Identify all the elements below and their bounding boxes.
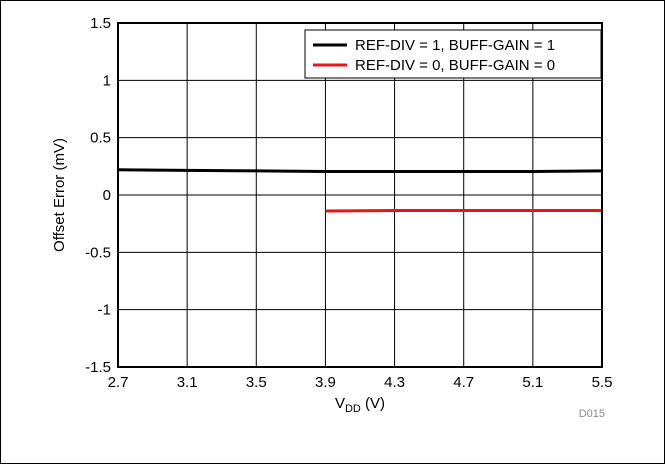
x-tick-label: 5.5	[592, 374, 613, 391]
x-tick-labels: 2.7 3.1 3.5 3.9 4.3 4.7 5.1 5.5	[108, 374, 613, 391]
series-layer	[117, 168, 603, 213]
x-axis-label-unit: (V)	[361, 395, 385, 412]
y-tick-label: -1	[98, 302, 111, 319]
y-tick-label: 0	[103, 187, 111, 204]
legend-box	[304, 29, 602, 79]
y-tick-label: 0.5	[90, 130, 111, 147]
y-tick-label: 1.5	[90, 15, 111, 32]
x-axis-label-main: V	[335, 395, 345, 412]
y-tick-label: -1.5	[85, 359, 111, 376]
figure-id-annotation: D015	[579, 408, 605, 420]
y-tick-labels: 1.5 1 0.5 0 -0.5 -1 -1.5	[85, 15, 111, 376]
x-tick-label: 4.3	[384, 374, 405, 391]
legend: REF-DIV = 1, BUFF-GAIN = 1 REF-DIV = 0, B…	[304, 29, 602, 79]
x-tick-label: 3.5	[246, 374, 267, 391]
y-tick-label: -0.5	[85, 244, 111, 261]
series-line	[117, 168, 603, 173]
y-axis-label: Offset Error (mV)	[51, 138, 68, 252]
x-tick-label: 5.1	[522, 374, 543, 391]
x-tick-label: 4.7	[453, 374, 474, 391]
x-axis-label: VDD (V)	[335, 395, 385, 415]
legend-label: REF-DIV = 0, BUFF-GAIN = 0	[355, 57, 555, 74]
grid-lines	[118, 23, 602, 367]
x-tick-label: 3.9	[315, 374, 336, 391]
legend-label: REF-DIV = 1, BUFF-GAIN = 1	[355, 37, 555, 54]
series-line	[325, 208, 602, 213]
x-tick-label: 3.1	[177, 374, 198, 391]
plot-area-border	[117, 22, 603, 368]
x-axis-label-subscript: DD	[345, 403, 361, 415]
x-tick-label: 2.7	[108, 374, 129, 391]
y-tick-label: 1	[103, 72, 111, 89]
